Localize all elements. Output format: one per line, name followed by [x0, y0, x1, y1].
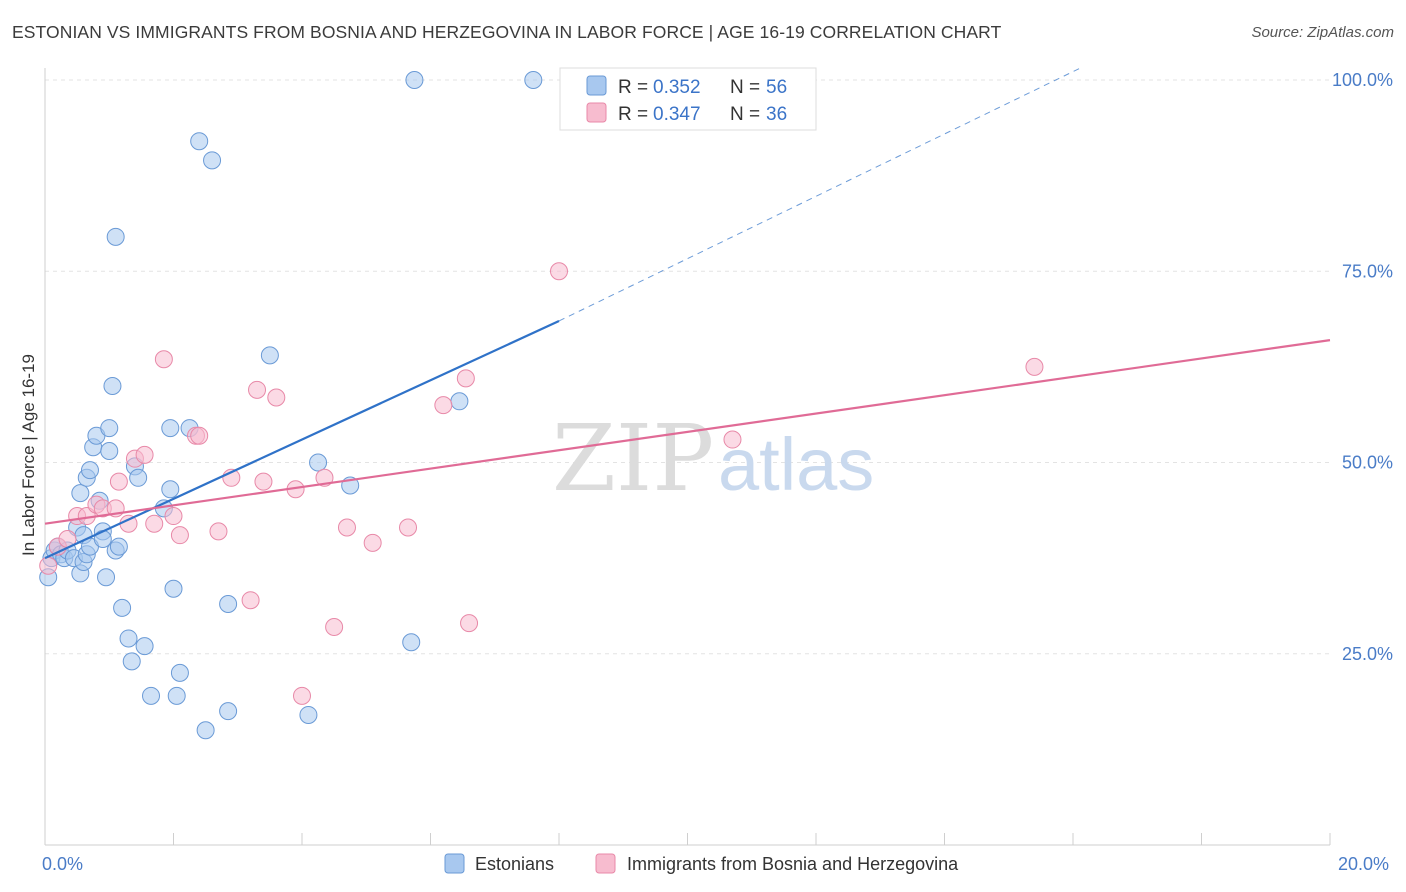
bosnia-point-17: [190, 426, 209, 445]
estonians-point-35: [142, 686, 161, 705]
legend-n-label-2: N =: [730, 104, 760, 125]
estonians-point-28: [109, 537, 128, 556]
bosnia-point-36: [1025, 357, 1044, 376]
bosnia-point-32: [456, 369, 475, 388]
watermark-zip: ZIP: [552, 405, 714, 512]
bosnia-point-15: [170, 526, 189, 545]
estonians-point-46: [219, 702, 238, 721]
bosnia-point-22: [254, 472, 273, 491]
bosnia-point-25: [293, 686, 311, 705]
bosnia-point-33: [460, 614, 479, 633]
estonians-point-23: [100, 442, 119, 461]
bosnia-point-35: [723, 430, 742, 449]
estonians-point-31: [122, 652, 141, 671]
estonians-point-40: [167, 686, 186, 705]
bosnia-point-21: [248, 380, 267, 399]
legend-n-value-1: 56: [766, 77, 787, 98]
estonians-point-25: [103, 377, 122, 395]
estonians-point-29: [113, 598, 132, 617]
bosnia-point-13: [154, 350, 173, 369]
x-tick-label-min: 0.0%: [42, 854, 83, 874]
trendline-bosnia: [44, 339, 1331, 525]
x-tick-label-max: 20.0%: [1338, 854, 1389, 874]
estonians-point-54: [450, 392, 469, 411]
chart-title: ESTONIAN VS IMMIGRANTS FROM BOSNIA AND H…: [12, 22, 1002, 42]
estonians-point-43: [190, 132, 209, 151]
estonians-point-50: [309, 453, 328, 472]
stats-legend: R = 0.352 N = 56 R = 0.347 N = 36: [559, 67, 817, 131]
estonians-point-30: [119, 629, 138, 648]
estonians-point-37: [161, 419, 180, 438]
bosnia-point-0: [39, 556, 58, 575]
estonians-point-24: [100, 419, 119, 438]
series-legend-swatch-bosnia: [595, 853, 616, 874]
estonians-point-41: [170, 663, 189, 682]
estonians-point-34: [135, 637, 154, 656]
y-tick-label-50: 50.0%: [1342, 453, 1393, 473]
series-bosnia-points: [39, 262, 1044, 705]
bosnia-point-14: [164, 507, 183, 526]
trendline-estonians-extension: [558, 68, 1080, 322]
estonians-point-16: [80, 461, 99, 480]
bosnia-point-30: [399, 518, 418, 537]
watermark-atlas: atlas: [718, 423, 874, 506]
bosnia-point-12: [145, 514, 164, 533]
estonians-point-48: [260, 346, 279, 365]
bosnia-point-8: [109, 472, 128, 491]
x-axis-ticks: [44, 833, 1331, 845]
estonians-point-22: [97, 568, 116, 587]
y-tick-label-25: 25.0%: [1342, 644, 1393, 664]
legend-n-label-1: N =: [730, 77, 760, 98]
bosnia-point-29: [363, 533, 382, 552]
legend-swatch-bosnia: [586, 102, 607, 123]
y-axis-label: In Labor Force | Age 16-19: [19, 354, 38, 556]
y-tick-label-100: 100.0%: [1332, 70, 1393, 90]
legend-swatch-estonians: [586, 75, 607, 96]
watermark: ZIP atlas: [552, 405, 874, 512]
legend-r-label-2: R =: [618, 104, 648, 125]
bosnia-point-31: [434, 396, 453, 415]
bosnia-point-11: [135, 445, 154, 464]
estonians-point-14: [71, 484, 90, 503]
estonians-point-53: [405, 71, 424, 89]
legend-r-value-2: 0.347: [653, 104, 701, 125]
bosnia-point-18: [209, 522, 228, 541]
source-label: Source: ZipAtlas.com: [1251, 24, 1394, 41]
legend-r-value-1: 0.352: [653, 77, 701, 98]
series-legend-swatch-estonians: [444, 853, 465, 874]
series-estonians-points: [39, 71, 543, 740]
trendlines: [44, 68, 1331, 560]
legend-n-value-2: 36: [766, 104, 787, 125]
series-legend-label-bosnia: Immigrants from Bosnia and Herzegovina: [627, 854, 959, 874]
estonians-point-33: [129, 468, 148, 487]
estonians-point-26: [106, 227, 125, 246]
series-legend: Estonians Immigrants from Bosnia and Her…: [444, 853, 959, 874]
estonians-point-38: [161, 480, 180, 499]
series-legend-label-estonians: Estonians: [475, 854, 554, 874]
estonians-point-44: [196, 721, 215, 740]
bosnia-point-34: [550, 262, 568, 281]
bosnia-point-27: [325, 617, 344, 636]
trendline-estonians: [44, 319, 560, 560]
y-tick-labels: 25.0% 50.0% 75.0% 100.0%: [1332, 70, 1393, 664]
estonians-point-39: [164, 579, 183, 598]
legend-r-label-1: R =: [618, 77, 648, 98]
estonians-point-52: [402, 633, 421, 652]
estonians-point-45: [203, 151, 222, 170]
bosnia-point-20: [241, 591, 260, 610]
bosnia-point-23: [267, 388, 286, 407]
estonians-point-55: [524, 71, 543, 89]
bosnia-point-28: [337, 518, 356, 537]
estonians-point-49: [299, 705, 318, 724]
estonians-point-47: [219, 595, 238, 614]
y-tick-label-75: 75.0%: [1342, 261, 1393, 281]
